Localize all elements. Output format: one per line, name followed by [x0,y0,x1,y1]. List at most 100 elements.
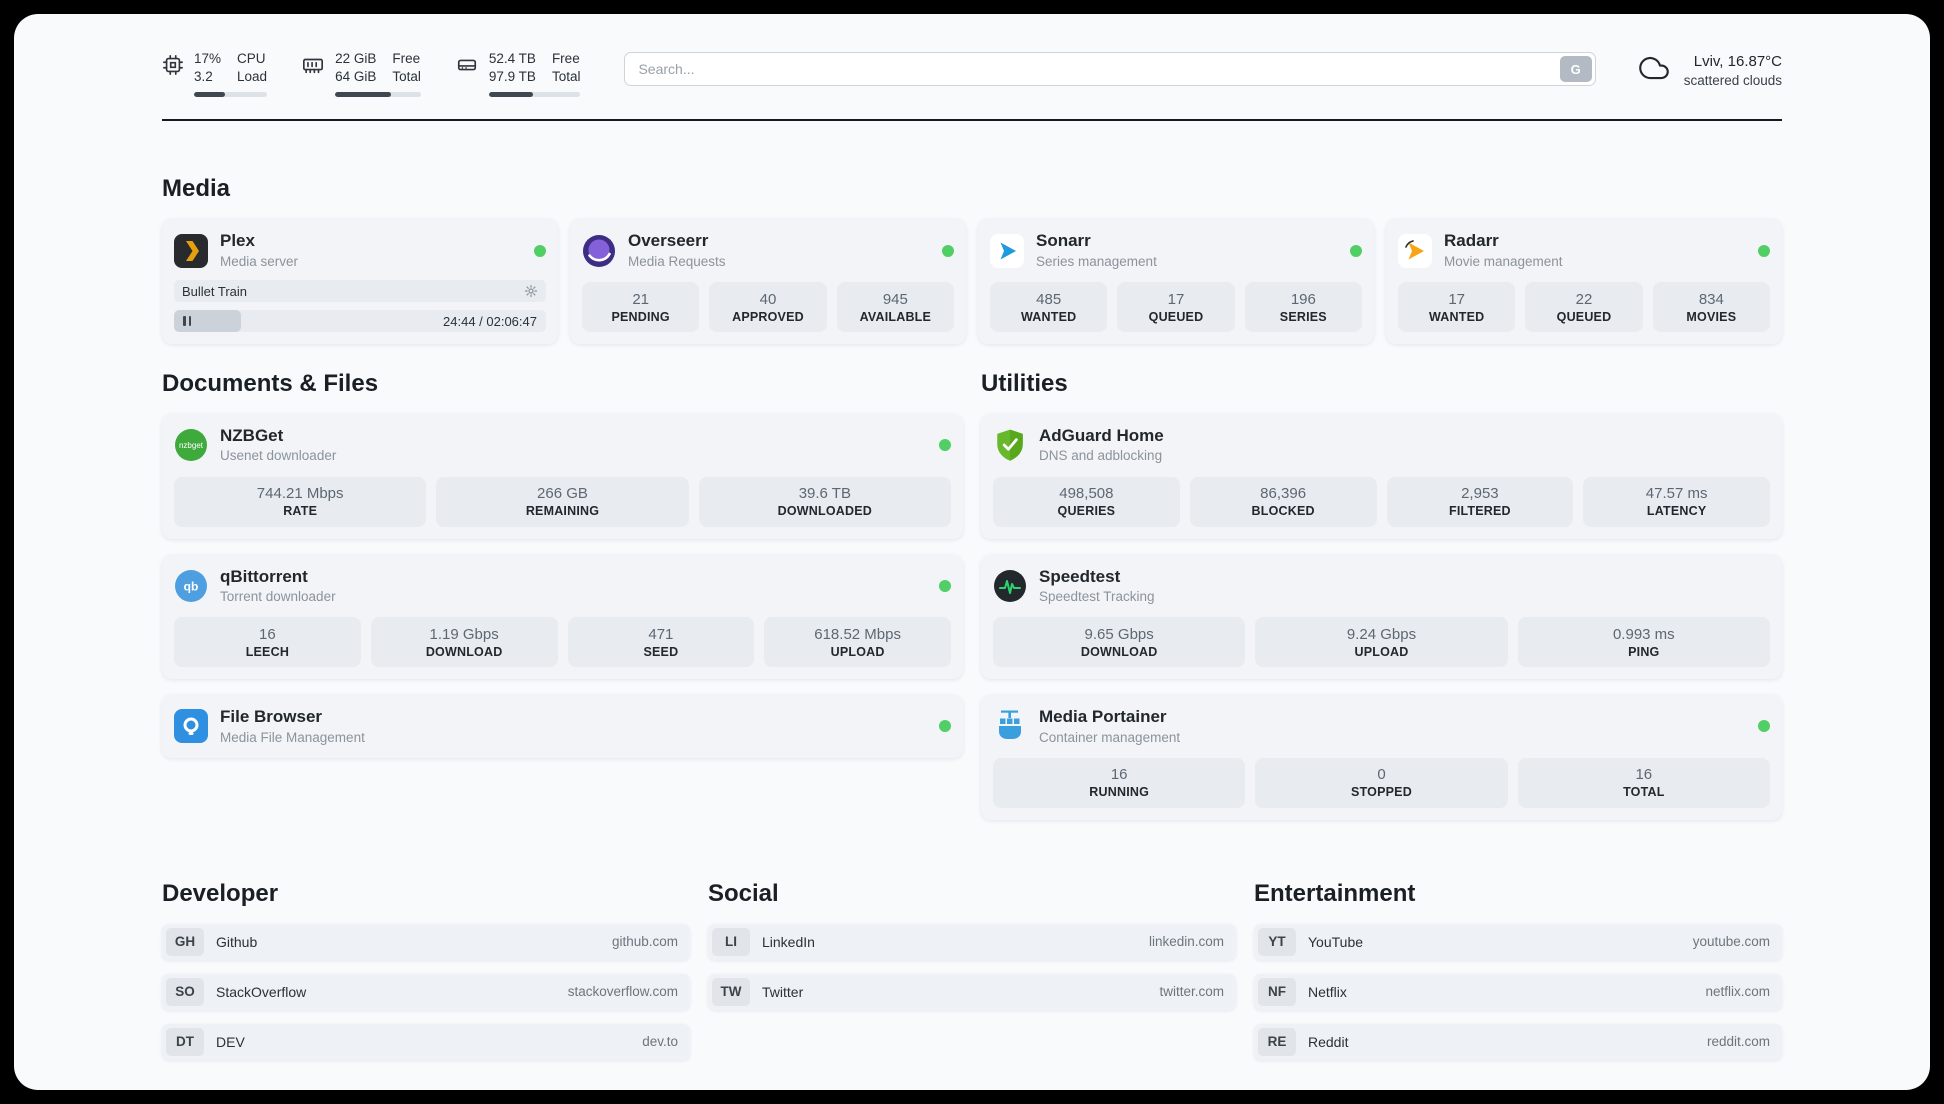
disk-total-value: 97.9 TB [488,69,536,85]
stat-label: DOWNLOAD [1080,644,1158,659]
app-card-speedtest[interactable]: Speedtest Speedtest Tracking 9.65 Gbps D… [981,554,1782,680]
stat-label: SEED [643,644,679,659]
app-card-radarr[interactable]: Radarr Movie management 17 WANTED 22 QUE… [1386,219,1782,345]
stat-label: TOTAL [1623,785,1665,800]
stat-label: UPLOAD [1354,644,1409,659]
pause-icon[interactable] [183,316,191,327]
app-card-overseerr[interactable]: Overseerr Media Requests 21 PENDING 40 A… [570,219,966,345]
stat-wanted: 17 WANTED [1398,282,1516,333]
app-card-sonarr[interactable]: Sonarr Series management 485 WANTED 17 Q… [978,219,1374,345]
qbittorrent-icon: qb [174,569,208,603]
stat-queued: 22 QUEUED [1525,282,1643,333]
bookmark-youtube[interactable]: YT YouTube youtube.com [1254,923,1782,960]
bookmark-twitter[interactable]: TW Twitter twitter.com [708,973,1236,1010]
stat-value: 471 [648,625,674,643]
stat-blocked: 86,396 BLOCKED [1189,476,1377,527]
stat-value: 2,953 [1461,485,1499,503]
stat-value: 618.52 Mbps [814,625,901,643]
playback-progress[interactable]: 24:44 / 02:06:47 [174,310,546,333]
radarr-icon [1398,233,1432,268]
app-title: NZBGet [220,426,284,446]
stat-value: 16 [259,625,276,643]
stat-queued: 17 QUEUED [1117,282,1235,333]
cpu-load-value: 3.2 [194,69,213,85]
app-subtitle: Media File Management [220,729,365,745]
stat-total: 16 TOTAL [1517,757,1770,808]
stat-value: 9.65 Gbps [1084,625,1154,643]
app-title: qBittorrent [220,566,308,586]
section-title-entertainment: Entertainment [1254,879,1416,907]
status-dot [939,439,951,452]
app-card-portainer[interactable]: Media Portainer Container management 16 … [981,695,1782,820]
stat-remaining: 266 GB REMAINING [436,476,689,527]
sonarr-icon [990,233,1024,268]
app-title: Speedtest [1039,566,1121,586]
disk-widget: 52.4 TB 97.9 TB Free Total [455,50,581,98]
ram-free-value: 22 GiB [335,51,377,66]
bookmark-url: reddit.com [1706,1034,1770,1050]
app-subtitle: Series management [1036,253,1157,269]
bookmark-dev[interactable]: DT DEV dev.to [162,1023,690,1060]
section-title-developer: Developer [162,879,279,907]
app-card-nzbget[interactable]: nzbget NZBGet Usenet downloader 744.21 M… [162,414,963,539]
stat-value: 22 [1575,290,1593,308]
app-card-qbittorrent[interactable]: qb qBittorrent Torrent downloader 16 LEE… [162,554,963,680]
ram-label-bottom: Total [392,69,421,85]
gear-icon[interactable] [524,284,538,298]
section-title-documents: Documents & Files [162,370,379,398]
stat-value: 47.57 ms [1645,485,1708,503]
app-subtitle: Media server [220,253,299,269]
cloud-icon [1636,53,1672,88]
search-input[interactable] [624,52,1596,86]
app-title: Media Portainer [1039,707,1167,727]
bookmark-url: youtube.com [1692,934,1770,950]
portainer-icon [993,709,1027,743]
app-subtitle: Speedtest Tracking [1039,588,1155,604]
svg-text:nzbget: nzbget [179,441,204,450]
stat-wanted: 485 WANTED [990,282,1108,333]
bookmark-badge: DT [166,1027,204,1056]
header-divider [162,119,1782,122]
app-card-plex[interactable]: Plex Media server Bullet Train 24:44 / 0… [162,219,558,345]
stat-series: 196 SERIES [1244,282,1362,333]
app-card-adguard[interactable]: AdGuard Home DNS and adblocking 498,508 … [981,414,1782,539]
bookmark-reddit[interactable]: RE Reddit reddit.com [1254,1023,1782,1060]
bookmark-badge: NF [1258,977,1296,1006]
stat-label: LEECH [245,644,290,659]
stat-ping: 0.993 ms PING [1517,617,1770,668]
stat-value: 17 [1167,290,1185,308]
stat-download: 1.19 Gbps DOWNLOAD [370,617,558,668]
stat-label: RATE [283,504,318,519]
bookmark-stackoverflow[interactable]: SO StackOverflow stackoverflow.com [162,973,690,1010]
app-card-filebrowser[interactable]: File Browser Media File Management [162,695,963,758]
stat-label: SERIES [1279,309,1327,324]
status-dot [939,720,951,733]
stat-label: DOWNLOADED [777,504,872,519]
plex-icon [174,233,208,268]
stat-seed: 471 SEED [567,617,755,668]
stat-download: 9.65 Gbps DOWNLOAD [993,617,1246,668]
weather-condition: scattered clouds [1683,72,1782,88]
stat-movies: 834 MOVIES [1652,282,1770,333]
stat-rate: 744.21 Mbps RATE [174,476,427,527]
app-title: Radarr [1444,231,1499,251]
stat-value: 21 [632,290,649,308]
bookmark-linkedin[interactable]: LI LinkedIn linkedin.com [708,923,1236,960]
stat-label: DOWNLOAD [425,644,503,659]
stat-value: 39.6 TB [798,485,851,503]
stat-value: 16 [1110,766,1128,784]
bookmark-badge: TW [712,977,750,1006]
app-subtitle: Media Requests [628,253,726,269]
bookmark-name: YouTube [1308,933,1364,950]
search-engine-button[interactable]: G [1559,56,1592,82]
stat-approved: 40 APPROVED [709,282,827,333]
stat-value: 0.993 ms [1612,625,1675,643]
svg-text:qb: qb [184,579,199,593]
stat-label: RUNNING [1089,785,1150,800]
bookmark-github[interactable]: GH Github github.com [162,923,690,960]
stat-label: STOPPED [1351,785,1412,800]
stat-label: REMAINING [525,504,600,519]
bookmark-netflix[interactable]: NF Netflix netflix.com [1254,973,1782,1010]
stat-available: 945 AVAILABLE [836,282,954,333]
stat-value: 196 [1290,290,1316,308]
